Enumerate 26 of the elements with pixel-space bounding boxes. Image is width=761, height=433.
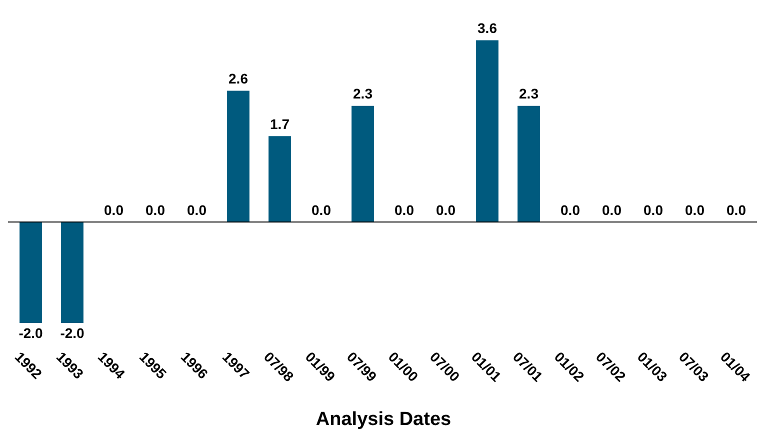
- bar: [20, 222, 42, 323]
- data-label: 0.0: [394, 202, 414, 218]
- data-label: 0.0: [187, 202, 207, 218]
- data-label: 0.0: [146, 202, 166, 218]
- data-label: 2.3: [353, 86, 373, 102]
- data-label: 1.7: [270, 116, 290, 132]
- data-label: 0.0: [560, 202, 580, 218]
- x-axis-title: Analysis Dates: [316, 409, 452, 430]
- data-label: 0.0: [312, 202, 332, 218]
- bar: [518, 106, 540, 222]
- data-label: 3.6: [478, 20, 498, 36]
- data-label: 2.3: [519, 86, 539, 102]
- data-label: 0.0: [644, 202, 664, 218]
- bar: [476, 40, 498, 222]
- data-label: -2.0: [60, 324, 85, 341]
- data-label: -2.0: [18, 324, 44, 341]
- data-label: 0.0: [602, 202, 622, 218]
- data-label: 0.0: [436, 202, 456, 218]
- bar: [352, 106, 374, 222]
- data-label: 0.0: [685, 202, 705, 218]
- data-label: 0.0: [726, 202, 746, 218]
- data-label: 0.0: [104, 202, 124, 218]
- bar: [268, 136, 291, 222]
- bar: [61, 222, 84, 323]
- data-label: 2.6: [228, 70, 248, 87]
- bar: [227, 90, 250, 222]
